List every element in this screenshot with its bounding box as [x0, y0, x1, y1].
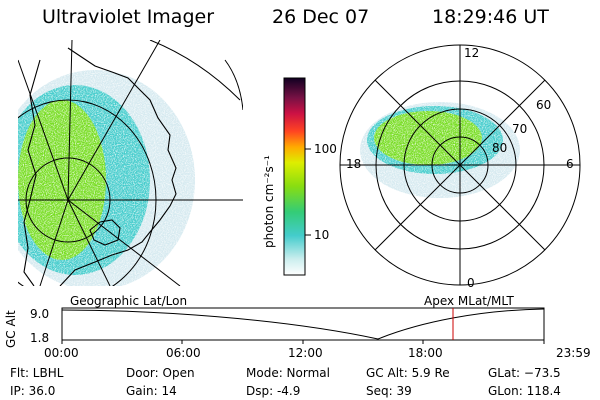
geo-outer-arc [224, 59, 243, 111]
xtick-1800: 18:00 [408, 346, 443, 360]
gain-info: Gain: 14 [126, 384, 177, 398]
geographic-label: Geographic Lat/Lon [70, 294, 188, 308]
mlt-label-12: 12 [464, 46, 480, 60]
altitude-curve [61, 308, 545, 340]
mlt-label-0: 0 [467, 276, 475, 290]
geo-meridian [39, 199, 69, 286]
colorbar-tick-10: 10 [314, 228, 330, 242]
glon-info: GLon: 118.4 [488, 384, 561, 398]
xtick-0000: 00:00 [44, 346, 79, 360]
altitude-ytick-1-8: 1.8 [30, 331, 50, 345]
instrument-title: Ultraviolet Imager [42, 6, 215, 28]
seq-info: Seq: 39 [366, 384, 412, 398]
mode-info: Mode: Normal [246, 366, 330, 380]
xtick-2359: 23:59 [556, 346, 591, 360]
xtick-1200: 12:00 [288, 346, 323, 360]
polar-aurora-bright [374, 111, 482, 165]
altitude-plot [61, 307, 545, 344]
apex-label: Apex MLat/MLT [424, 294, 514, 308]
glat-info: GLat: −73.5 [488, 366, 561, 380]
geo-aurora-bright [18, 100, 106, 260]
colorbar-tick-100: 100 [314, 142, 337, 156]
altitude-plot-frame [61, 307, 545, 341]
door-info: Door: Open [126, 366, 195, 380]
gc-alt-info: GC Alt: 5.9 Re [366, 366, 450, 380]
mlat-label-60: 60 [536, 98, 552, 112]
altitude-ytick-9: 9.0 [30, 307, 50, 321]
ip-info: IP: 36.0 [10, 384, 56, 398]
mlt-label-6: 6 [566, 157, 574, 171]
altitude-ylabel: GC Alt [4, 310, 18, 348]
geo-outer-arc [149, 40, 241, 101]
dsp-info: Dsp: -4.9 [246, 384, 301, 398]
polar-diagonal [374, 79, 546, 251]
colorbar [283, 77, 311, 276]
geo-meridian [67, 199, 111, 286]
coastline [23, 47, 177, 286]
geo-meridian [67, 199, 181, 286]
geo-meridian [18, 59, 69, 201]
geo-meridian [67, 40, 161, 201]
mlat-label-80: 80 [492, 141, 508, 155]
mlt-label-18: 18 [346, 157, 362, 171]
date-label: 26 Dec 07 [272, 6, 370, 28]
mlat-label-70: 70 [512, 122, 528, 136]
xtick-0600: 06:00 [166, 346, 201, 360]
time-label: 18:29:46 UT [432, 6, 549, 28]
geo-meridian [67, 40, 73, 201]
filter-info: Flt: LBHL [10, 366, 64, 380]
